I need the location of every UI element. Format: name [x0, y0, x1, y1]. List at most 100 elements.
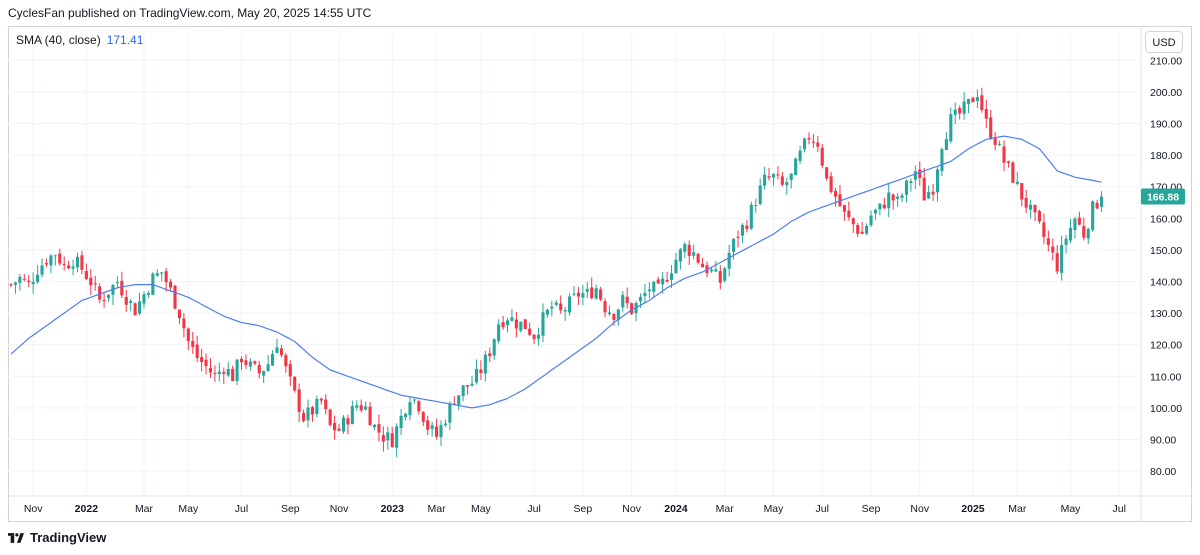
x-tick-label: Sep [574, 503, 593, 515]
candle-body [953, 109, 957, 115]
candle-body [581, 293, 585, 298]
candle-body [18, 276, 22, 283]
candle-body [195, 344, 199, 358]
candle-body [169, 281, 173, 288]
candle-body [106, 294, 111, 299]
candle-body [98, 286, 102, 300]
candle-body [869, 215, 873, 226]
candle-body [1046, 238, 1050, 245]
candle-body [266, 364, 270, 371]
last-price-label: 166.88 [1147, 192, 1179, 204]
candle-body [785, 182, 789, 186]
tradingview-footer[interactable]: TradingView [8, 530, 106, 545]
candle-body [386, 432, 390, 441]
candle-body [683, 244, 687, 252]
candle-body [412, 399, 416, 401]
candle-body [306, 407, 310, 421]
candle-body [776, 174, 780, 176]
candle-body [594, 288, 598, 299]
candle-body [590, 287, 594, 299]
candle-body [62, 263, 66, 265]
candle-body [980, 95, 984, 111]
candle-body [856, 224, 860, 234]
x-tick-label: Sep [281, 503, 300, 515]
x-tick-label: Nov [910, 503, 929, 515]
candle-body [248, 361, 252, 367]
sma-legend[interactable]: SMA (40, close) 171.41 [16, 33, 143, 47]
x-tick-label: 2023 [381, 503, 405, 515]
sma-legend-value: 171.41 [106, 33, 144, 47]
candle-body [146, 293, 150, 295]
publish-header: CyclesFan published on TradingView.com, … [8, 6, 372, 20]
candle-body [27, 280, 31, 282]
candle-body [860, 231, 864, 234]
currency-button[interactable]: USD [1145, 31, 1183, 53]
candle-body [1002, 146, 1006, 163]
candle-body [457, 395, 461, 406]
x-tick-label: Jul [1113, 503, 1126, 515]
candle-body [789, 173, 793, 181]
y-tick-label: 190.00 [1150, 119, 1182, 131]
candle-body [390, 433, 394, 448]
candle-body [443, 423, 447, 426]
y-tick-label: 180.00 [1150, 150, 1182, 162]
candle-body [9, 284, 13, 286]
candle-body [186, 328, 190, 342]
candle-body [1095, 202, 1099, 209]
candle-body [758, 185, 762, 204]
sma-line [10, 135, 1102, 409]
x-tick-label: 2024 [664, 503, 688, 515]
candle-body [364, 406, 368, 410]
candle-body [510, 317, 514, 321]
candle-body [652, 281, 656, 292]
candle-body [177, 309, 182, 319]
candle-body [461, 385, 465, 397]
candle-body [829, 176, 833, 192]
candle-body [701, 263, 705, 268]
y-tick-label: 130.00 [1150, 308, 1182, 320]
candle-body [1091, 201, 1095, 231]
chart-frame[interactable] [8, 26, 1192, 522]
candle-body [302, 412, 306, 421]
candle-body [944, 139, 948, 150]
candle-body [421, 412, 425, 422]
candle-body [244, 360, 248, 366]
candle-body [49, 255, 53, 266]
candle-body [483, 354, 487, 374]
candle-body [341, 417, 346, 432]
y-tick-label: 110.00 [1150, 371, 1181, 383]
candle-body [1015, 181, 1019, 184]
tradingview-logo-icon [8, 532, 24, 543]
candle-body [328, 409, 332, 426]
candle-body [213, 372, 217, 374]
candle-body [643, 292, 647, 296]
candle-body [1068, 227, 1073, 241]
candle-body [492, 339, 496, 356]
candle-body [173, 285, 177, 309]
candle-body [208, 368, 213, 373]
candle-body [523, 319, 527, 329]
candle-body [319, 398, 323, 401]
last-price-tag [1141, 188, 1185, 205]
candle-body [665, 279, 669, 282]
candle-body [732, 238, 736, 252]
candle-body [71, 266, 75, 269]
candle-body [545, 309, 549, 315]
candle-body [794, 158, 798, 176]
candle-body [138, 301, 142, 314]
candle-body [84, 271, 88, 279]
candle-body [470, 383, 474, 386]
candle-body [155, 273, 159, 276]
candle-body [377, 424, 381, 433]
candle-body [204, 359, 208, 367]
candle-body [200, 357, 204, 363]
candle-body [430, 425, 434, 429]
candle-body [435, 426, 439, 437]
candle-body [541, 312, 545, 336]
candle-body [1060, 245, 1064, 273]
candle-body [736, 236, 740, 238]
candle-body [709, 269, 713, 272]
candle-body [115, 282, 119, 284]
candle-body [439, 424, 443, 438]
